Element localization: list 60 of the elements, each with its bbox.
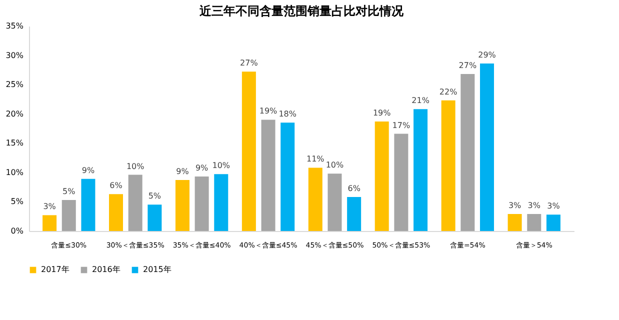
data-label: 9% <box>176 167 190 176</box>
data-label: 29% <box>478 50 496 60</box>
data-label: 19% <box>259 106 278 116</box>
chart-title: 近三年不同含量范围销量占比对比情况 <box>198 4 404 18</box>
data-label: 6% <box>348 184 361 194</box>
bar <box>148 204 162 231</box>
bar <box>328 174 342 231</box>
bar <box>62 200 76 231</box>
data-label: 9% <box>195 164 209 173</box>
data-label: 6% <box>110 181 123 190</box>
bar <box>508 214 522 231</box>
data-label: 10% <box>212 161 230 170</box>
y-tick-label: 25% <box>6 80 24 90</box>
data-label: 9% <box>82 166 95 175</box>
data-label: 5% <box>148 192 162 201</box>
data-label: 21% <box>412 96 430 106</box>
bar <box>81 178 96 231</box>
legend-label: 2015年 <box>143 265 172 274</box>
y-tick-label: 30% <box>6 50 24 60</box>
data-label: 27% <box>240 58 258 68</box>
legend-label: 2017年 <box>41 265 70 274</box>
data-label: 27% <box>458 61 477 70</box>
y-tick-label: 5% <box>10 197 24 206</box>
data-label: 17% <box>392 120 410 130</box>
data-label: 19% <box>372 108 392 118</box>
bar <box>194 176 209 231</box>
bar <box>347 197 362 231</box>
y-tick-label: 20% <box>6 109 24 118</box>
y-tick-label: 35% <box>6 22 24 30</box>
bar <box>441 100 456 231</box>
data-label: 3% <box>528 201 541 210</box>
data-label: 3% <box>547 202 560 211</box>
bar <box>460 74 475 231</box>
data-label: 11% <box>306 154 325 164</box>
y-tick-label: 10% <box>6 168 24 177</box>
data-label: 10% <box>326 160 344 170</box>
bar <box>242 72 256 231</box>
bar <box>480 63 494 231</box>
data-label: 22% <box>439 87 458 96</box>
bar <box>128 174 142 231</box>
data-label: 3% <box>508 201 522 210</box>
bar <box>42 215 57 231</box>
bar <box>527 214 542 231</box>
data-label: 5% <box>62 186 76 196</box>
data-label: 10% <box>126 162 145 171</box>
data-label: 3% <box>43 202 56 212</box>
legend-label: 2016年 <box>92 265 120 274</box>
data-label: 18% <box>278 110 297 119</box>
bar <box>175 180 190 231</box>
bar <box>280 122 295 231</box>
bar <box>261 120 276 231</box>
bar <box>214 174 228 231</box>
y-tick-label: 15% <box>6 138 24 148</box>
bar <box>374 121 389 231</box>
bar <box>394 134 408 231</box>
bar <box>414 109 428 231</box>
bar <box>308 168 322 231</box>
bar <box>546 214 560 231</box>
bar <box>109 194 124 231</box>
y-tick-label: 0% <box>10 226 24 236</box>
